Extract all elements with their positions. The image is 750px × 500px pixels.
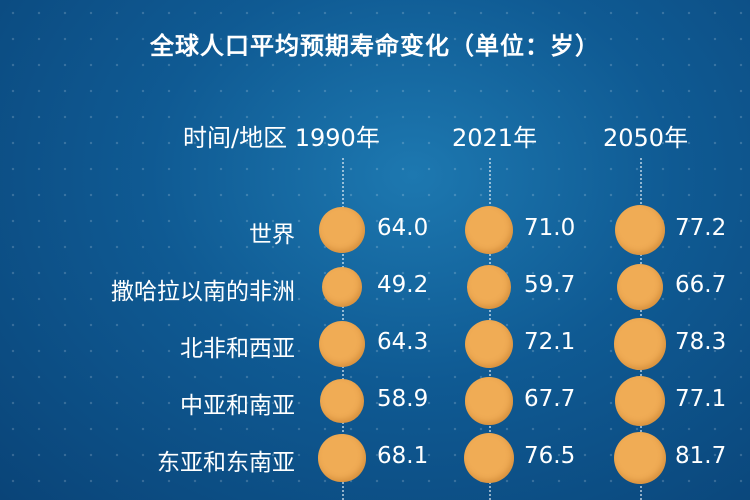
value-dot: [318, 434, 366, 482]
value-label: 49.2: [377, 272, 429, 298]
value-label: 66.7: [675, 272, 727, 298]
value-label: 81.7: [675, 443, 727, 469]
value-dot: [465, 377, 513, 425]
value-label: 78.3: [675, 329, 727, 355]
value-label: 58.9: [377, 386, 429, 412]
value-label: 67.7: [524, 386, 576, 412]
value-dot: [614, 318, 666, 370]
value-label: 71.0: [524, 215, 576, 241]
value-label: 77.1: [675, 386, 727, 412]
column-header-2021: 2021年: [452, 124, 538, 152]
row-label: 撒哈拉以南的非洲: [111, 279, 295, 305]
value-label: 77.2: [675, 215, 727, 241]
value-label: 68.1: [377, 443, 429, 469]
row-label: 东亚和东南亚: [157, 450, 295, 476]
column-header-1990: 1990年: [294, 124, 380, 152]
value-dot: [614, 375, 666, 427]
row-label: 中亚和南亚: [180, 393, 295, 419]
value-dot: [463, 432, 515, 484]
column-header-2050: 2050年: [603, 124, 689, 152]
value-dot: [319, 207, 365, 253]
value-dot: [322, 267, 362, 307]
row-label: 世界: [249, 222, 295, 248]
value-label: 64.0: [377, 215, 429, 241]
value-dot: [464, 319, 514, 369]
value-dot: [614, 204, 666, 256]
chart-title: 全球人口平均预期寿命变化（单位：岁）: [150, 32, 600, 60]
value-dot: [467, 265, 511, 309]
value-label: 76.5: [524, 443, 576, 469]
row-label: 北非和西亚: [180, 336, 295, 362]
value-dot: [616, 263, 664, 311]
value-label: 72.1: [524, 329, 576, 355]
corner-header: 时间/地区 1990年: [183, 118, 380, 153]
value-dot: [464, 205, 514, 255]
value-dot: [319, 321, 365, 367]
value-label: 59.7: [524, 272, 576, 298]
corner-label: 时间/地区: [183, 124, 288, 152]
value-dot: [613, 431, 667, 485]
value-dot: [320, 379, 364, 423]
value-label: 64.3: [377, 329, 429, 355]
